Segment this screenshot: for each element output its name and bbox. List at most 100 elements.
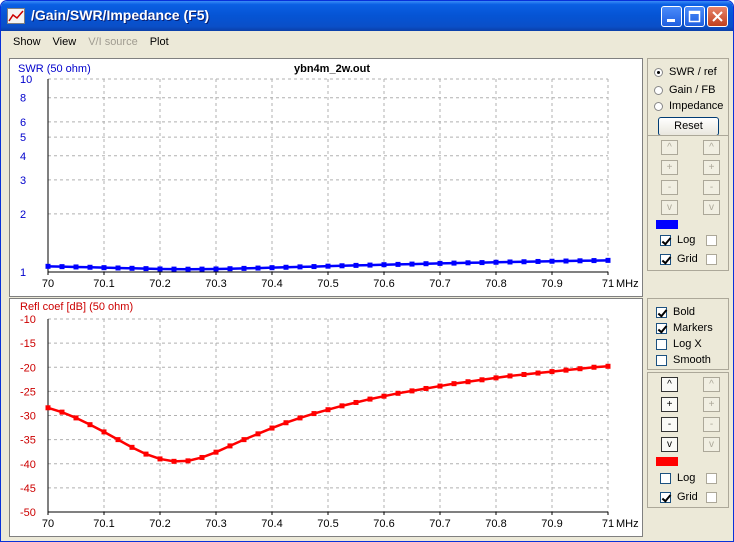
title-bar[interactable]: /Gain/SWR/Impedance (F5) [1, 1, 733, 31]
x-tick-label: 70 [42, 278, 54, 290]
checkbox[interactable] [656, 354, 667, 366]
zoom-out-left-button[interactable]: - [661, 417, 678, 432]
scale-up-left-button[interactable]: ^ [661, 377, 678, 392]
data-point [535, 258, 541, 264]
zoom-in-left-button[interactable]: + [661, 160, 678, 175]
y-tick-label: 4 [20, 151, 26, 163]
swr-grid-checkbox[interactable]: Grid [660, 251, 698, 267]
data-point [591, 258, 597, 264]
data-point [157, 456, 163, 462]
menu-view[interactable]: View [52, 36, 77, 48]
data-point [409, 388, 415, 394]
swr-log-right-checkbox[interactable] [706, 235, 717, 246]
swr-chart-panel: SWR (50 ohm) ybn4m_2w.out 70 70.1 70.2 70.3… [9, 58, 643, 297]
swr-color-swatch[interactable] [656, 220, 678, 229]
data-point [129, 265, 135, 271]
zoom-in-right-button[interactable]: + [703, 397, 720, 412]
radio-gain-fb[interactable]: Gain / FB [654, 82, 715, 98]
swr-log-checkbox[interactable]: Log [660, 232, 695, 248]
y-tick-label: 2 [20, 209, 26, 221]
checkbox[interactable] [660, 472, 671, 484]
zoom-out-right-button[interactable]: - [703, 417, 720, 432]
checkbox-checked[interactable] [660, 491, 671, 503]
refl-grid-checkbox[interactable]: Grid [660, 489, 698, 505]
radio-label: Impedance [669, 100, 724, 112]
data-point [157, 266, 163, 272]
data-point [549, 258, 555, 264]
radio-button[interactable] [654, 101, 663, 111]
zoom-out-right-button[interactable]: - [703, 180, 720, 195]
scale-down-right-button[interactable]: v [703, 437, 720, 452]
checkbox-label: Log [677, 234, 696, 246]
data-point [395, 390, 401, 396]
data-point [101, 429, 107, 435]
bold-checkbox[interactable]: Bold [656, 304, 695, 320]
radio-impedance[interactable]: Impedance [654, 98, 723, 114]
log-x-checkbox[interactable]: Log X [656, 336, 702, 352]
data-point [535, 370, 541, 376]
data-point [437, 383, 443, 389]
radio-swr-ref[interactable]: SWR / ref [654, 64, 717, 80]
data-point [199, 266, 205, 272]
checkbox[interactable] [656, 338, 667, 350]
checkbox-checked[interactable] [656, 322, 667, 334]
refl-log-checkbox[interactable]: Log [660, 470, 695, 486]
reset-button[interactable]: Reset [658, 117, 719, 136]
refl-log-right-checkbox[interactable] [706, 473, 717, 484]
data-point [395, 261, 401, 267]
data-point [311, 264, 317, 270]
checkbox-checked[interactable] [660, 234, 671, 246]
scale-down-left-button[interactable]: v [661, 437, 678, 452]
menu-vi-source[interactable]: V/I source [88, 36, 138, 48]
zoom-in-right-button[interactable]: + [703, 160, 720, 175]
refl-color-swatch[interactable] [656, 457, 678, 466]
data-point [129, 444, 135, 450]
menu-bar: Show View V/I source Plot [5, 32, 729, 54]
scale-up-right-button[interactable]: ^ [703, 377, 720, 392]
scale-down-right-button[interactable]: v [703, 200, 720, 215]
radio-button[interactable] [654, 85, 663, 95]
maximize-button[interactable] [684, 6, 705, 27]
top-scale-panel: ^ ^ + + - - v v Log Grid [647, 135, 729, 271]
scale-up-left-button[interactable]: ^ [661, 140, 678, 155]
x-tick-label: 70.3 [205, 278, 226, 290]
app-icon [7, 8, 25, 24]
data-point [521, 259, 527, 265]
markers-checkbox[interactable]: Markers [656, 320, 713, 336]
checkbox-checked[interactable] [656, 306, 667, 318]
data-point [213, 449, 219, 455]
scale-up-right-button[interactable]: ^ [703, 140, 720, 155]
plot-type-panel: SWR / ref Gain / FB Impedance Reset [647, 58, 729, 139]
data-point [549, 369, 555, 375]
menu-show[interactable]: Show [13, 36, 41, 48]
refl-grid-right-checkbox[interactable] [706, 492, 717, 503]
chart-file-title: ybn4m_2w.out [294, 63, 370, 75]
data-point [423, 261, 429, 267]
y-tick-label: 1 [20, 267, 26, 279]
data-point [143, 451, 149, 457]
data-point [605, 363, 611, 369]
zoom-out-left-button[interactable]: - [661, 180, 678, 195]
minimize-button[interactable] [661, 6, 682, 27]
data-point [465, 260, 471, 266]
y-tick-label: 6 [20, 117, 26, 129]
checkbox-checked[interactable] [660, 253, 671, 265]
scale-down-left-button[interactable]: v [661, 200, 678, 215]
y-tick-label: 3 [20, 175, 26, 187]
data-point [45, 263, 51, 269]
y-tick-label: -40 [20, 459, 36, 471]
swr-grid-right-checkbox[interactable] [706, 254, 717, 265]
radio-button-selected[interactable] [654, 67, 663, 77]
close-button[interactable] [707, 6, 728, 27]
smooth-checkbox[interactable]: Smooth [656, 352, 711, 368]
checkbox-label: Smooth [673, 354, 711, 366]
refl-y-axis-label: Refl coef [dB] (50 ohm) [20, 301, 133, 313]
y-tick-label: -50 [20, 507, 36, 519]
data-point [325, 407, 331, 413]
x-tick-label: 70.9 [541, 278, 562, 290]
x-tick-label: 70.5 [317, 518, 338, 530]
data-point [339, 403, 345, 409]
x-unit-label: MHz [616, 278, 639, 290]
zoom-in-left-button[interactable]: + [661, 397, 678, 412]
menu-plot[interactable]: Plot [149, 36, 169, 48]
